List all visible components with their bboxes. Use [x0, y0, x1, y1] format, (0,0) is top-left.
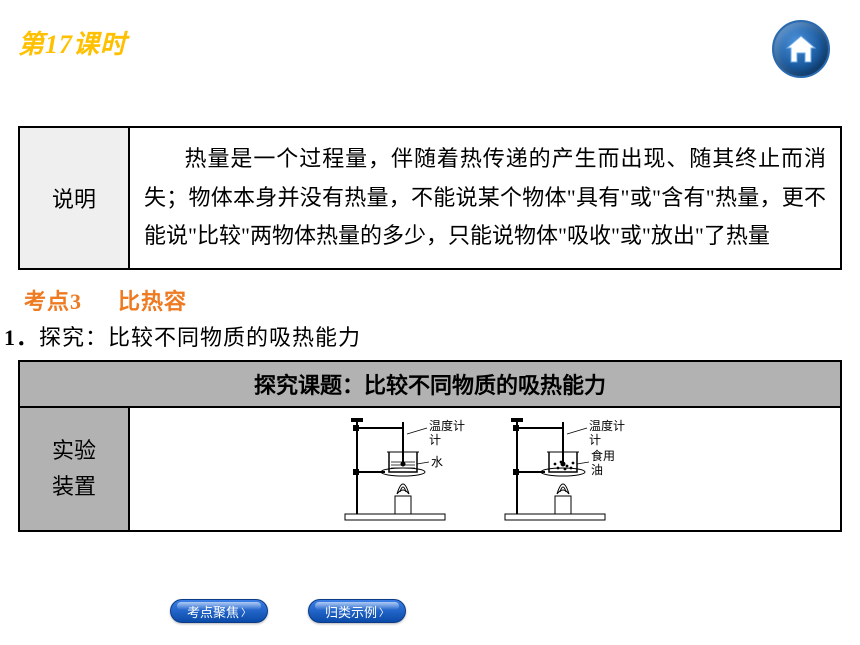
experiment-table: 探究课题：比较不同物质的吸热能力 实验 装置	[18, 360, 842, 532]
thermo-label-2: 温度计	[589, 418, 625, 433]
apparatus-diagram: 温度计 计 水	[305, 414, 665, 524]
nav-examples-button[interactable]: 归类示例〉	[308, 599, 406, 623]
lesson-title: 第17课时	[18, 24, 127, 61]
experiment-diagram-cell: 温度计 计 水	[129, 407, 841, 531]
explain-body-cell: 热量是一个过程量，伴随着热传递的产生而出现、随其终止而消失；物体本身并没有热量，…	[129, 127, 841, 269]
setup-oil: 温度计 计 食用 油	[505, 418, 625, 520]
explain-label-cell: 说明	[19, 127, 129, 269]
nav-focus-button[interactable]: 考点聚焦〉	[170, 599, 268, 623]
svg-text:计: 计	[429, 433, 441, 447]
svg-text:食用: 食用	[591, 448, 615, 463]
experiment-label-cell: 实验 装置	[19, 407, 129, 531]
liquid-label-2: 油	[591, 463, 603, 477]
liquid-label-1: 水	[431, 455, 443, 469]
nav-buttons: 考点聚焦〉 归类示例〉	[170, 599, 406, 623]
section-prefix: 考点3	[24, 289, 82, 314]
thermo-label-1: 温度计	[429, 418, 465, 433]
explain-body-text: 热量是一个过程量，伴随着热传递的产生而出现、随其终止而消失；物体本身并没有热量，…	[144, 146, 826, 248]
home-icon	[783, 33, 819, 65]
experiment-title-cell: 探究课题：比较不同物质的吸热能力	[19, 361, 841, 407]
experiment-label-line2: 装置	[26, 469, 122, 504]
section-heading: 考点3 比热容	[24, 284, 860, 316]
nav-examples-label: 归类示例	[325, 602, 377, 621]
experiment-label-line1: 实验	[26, 433, 122, 468]
inquiry-line: 1．探究：比较不同物质的吸热能力	[4, 320, 860, 352]
explain-table: 说明 热量是一个过程量，伴随着热传递的产生而出现、随其终止而消失；物体本身并没有…	[18, 126, 842, 270]
home-button[interactable]	[772, 20, 830, 78]
setup-water: 温度计 计 水	[345, 418, 465, 520]
svg-text:计: 计	[589, 433, 601, 447]
inquiry-text: 探究：比较不同物质的吸热能力	[39, 325, 361, 350]
section-title: 比热容	[118, 289, 187, 314]
header: 第17课时	[0, 0, 860, 78]
inquiry-num: 1．	[4, 325, 39, 350]
nav-focus-label: 考点聚焦	[187, 602, 239, 621]
